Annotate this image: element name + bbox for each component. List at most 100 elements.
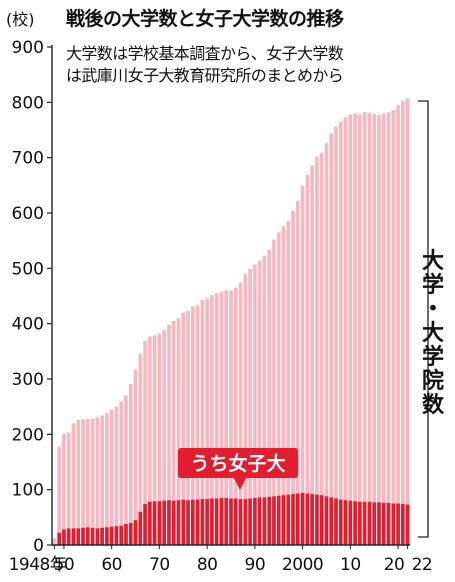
- women-bar: [219, 497, 224, 545]
- total-bar: [167, 324, 171, 545]
- women-bar: [367, 501, 372, 545]
- total-bar: [262, 255, 267, 545]
- y-tick-label: 600: [12, 204, 44, 224]
- women-bar: [305, 493, 310, 545]
- women-bar: [343, 500, 348, 545]
- total-bar: [205, 298, 209, 545]
- women-bar: [138, 511, 143, 545]
- women-bar: [267, 496, 272, 545]
- y-unit-label: (校): [6, 10, 35, 29]
- women-bar: [238, 499, 243, 545]
- y-tick-label: 100: [12, 481, 44, 501]
- total-bar: [272, 239, 276, 545]
- source-note-line-2: は武庫川女子大教育研究所のまとめから: [66, 66, 344, 85]
- side-label-char: ・: [421, 297, 444, 322]
- total-bar: [143, 340, 147, 545]
- total-bar: [401, 100, 405, 545]
- women-bar: [229, 498, 233, 545]
- total-bar: [348, 114, 353, 546]
- x-tick-label: 2000: [282, 555, 323, 575]
- chart-title: 戦後の大学数と女子大学数の推移: [66, 8, 344, 30]
- women-bar: [353, 501, 357, 545]
- total-bar: [310, 165, 314, 545]
- women-bar: [358, 501, 362, 545]
- total-bar: [95, 417, 100, 545]
- x-tick-label: 50: [54, 555, 75, 575]
- women-bar: [81, 527, 85, 545]
- total-bar: [66, 432, 71, 545]
- total-bar: [109, 409, 114, 545]
- total-bar: [85, 418, 90, 545]
- total-bar: [76, 419, 81, 545]
- total-bar: [214, 293, 219, 545]
- women-bar: [105, 527, 109, 545]
- women-bar: [66, 528, 71, 545]
- women-bar: [262, 497, 267, 545]
- women-bar: [295, 493, 300, 545]
- women-bar: [319, 495, 324, 545]
- women-bar: [128, 522, 133, 545]
- side-bracket: [418, 100, 429, 538]
- y-tick-label: 200: [12, 425, 44, 445]
- y-tick-label: 700: [12, 149, 44, 169]
- side-series-label: 大 学 ・ 大 学 院 数: [418, 250, 448, 418]
- total-bar: [248, 268, 252, 545]
- total-bar: [324, 143, 329, 545]
- women-bar: [324, 496, 329, 545]
- total-bar: [224, 290, 229, 545]
- total-bar: [57, 446, 61, 545]
- women-bar: [276, 495, 281, 545]
- women-bar: [381, 502, 386, 545]
- total-bar: [338, 121, 343, 545]
- women-bar: [338, 499, 343, 545]
- total-bar: [367, 112, 372, 545]
- side-label-char: 院: [421, 369, 444, 394]
- women-bar: [186, 500, 190, 545]
- total-bar: [276, 232, 281, 545]
- total-bar: [233, 287, 238, 545]
- total-bar: [381, 113, 386, 546]
- source-note-line-1: 大学数は学校基本調査から、女子大学数: [66, 44, 344, 63]
- women-bar: [334, 498, 338, 545]
- total-bar: [334, 126, 338, 546]
- total-bar: [176, 318, 181, 545]
- total-bar: [253, 264, 257, 545]
- total-bar: [329, 133, 334, 545]
- total-bar: [305, 174, 310, 545]
- total-bar: [343, 117, 348, 546]
- total-bar: [315, 156, 319, 545]
- total-bar: [405, 98, 410, 546]
- side-label-char: 学: [421, 345, 444, 370]
- women-bar: [85, 527, 90, 545]
- total-bar: [100, 415, 104, 545]
- women-bar: [310, 494, 314, 545]
- women-bar: [391, 503, 396, 545]
- total-bar: [52, 538, 57, 545]
- total-bar: [257, 260, 262, 545]
- women-bar: [329, 497, 334, 545]
- total-bar: [238, 282, 243, 545]
- total-bar: [119, 401, 124, 545]
- total-bar: [62, 433, 66, 545]
- women-bar: [281, 495, 286, 545]
- x-tick-label: 22: [412, 555, 433, 575]
- total-bar: [105, 412, 109, 545]
- total-bar: [300, 185, 305, 546]
- total-bar: [181, 312, 186, 545]
- total-bar: [229, 290, 233, 545]
- women-bar: [76, 528, 81, 545]
- women-bar: [272, 496, 276, 545]
- side-label-char: 大: [421, 249, 444, 274]
- women-bar: [114, 526, 119, 545]
- women-bar: [210, 498, 214, 545]
- women-bar: [224, 497, 229, 545]
- y-tick-label: 900: [12, 38, 44, 58]
- total-bar: [162, 329, 167, 545]
- women-bar: [405, 504, 410, 545]
- total-bar: [71, 423, 76, 545]
- total-bar: [152, 335, 157, 545]
- women-bar: [396, 503, 400, 545]
- women-callout: うち女子大: [178, 448, 298, 490]
- women-bar: [109, 526, 114, 545]
- women-bar: [243, 499, 248, 545]
